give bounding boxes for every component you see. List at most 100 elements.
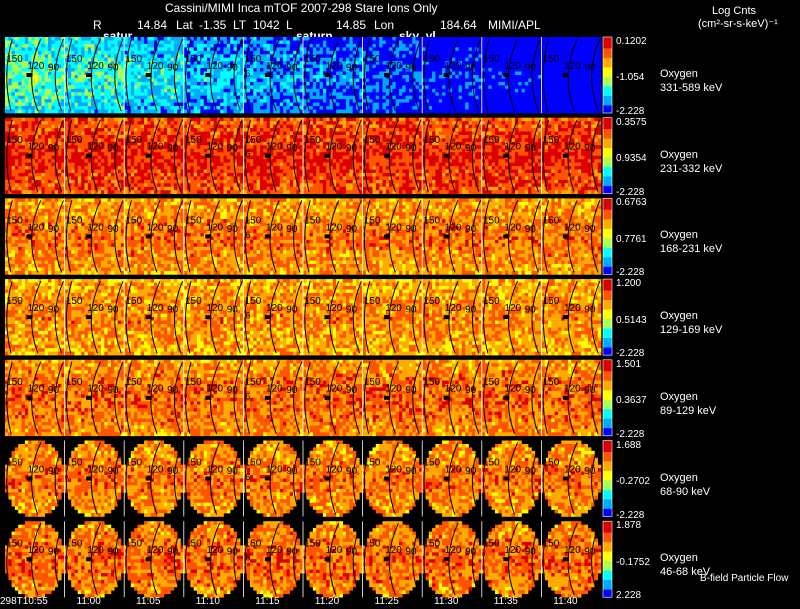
heatmap-cell: [439, 68, 443, 72]
heatmap-cell: [167, 121, 171, 125]
heatmap-panel: 150120 90: [65, 118, 125, 194]
heatmap-cell: [283, 85, 287, 89]
heatmap-cell: [81, 145, 85, 149]
heatmap-cell: [475, 85, 479, 89]
heatmap-cell: [131, 103, 135, 107]
heatmap-cell: [164, 103, 168, 107]
heatmap-cell: [98, 159, 102, 163]
heatmap-cell: [383, 106, 387, 110]
heatmap-cell: [220, 47, 224, 51]
heatmap-cell: [594, 96, 598, 100]
heatmap-cell: [104, 82, 108, 86]
heatmap-cell: [8, 110, 12, 114]
heatmap-cell: [85, 173, 89, 177]
heatmap-cell: [472, 44, 476, 48]
heatmap-cell: [336, 106, 340, 110]
heatmap-cell: [78, 41, 82, 45]
heatmap-cell: [184, 106, 188, 110]
heatmap-cell: [38, 176, 42, 180]
heatmap-cell: [111, 159, 115, 163]
heatmap-cell: [469, 92, 473, 96]
heatmap-cell: [28, 54, 32, 58]
heatmap-cell: [435, 82, 439, 86]
heatmap-cell: [25, 37, 29, 41]
heatmap-cell: [94, 85, 98, 89]
heatmap-cell: [12, 106, 16, 110]
heatmap-cell: [41, 51, 45, 55]
heatmap-cell: [316, 37, 320, 41]
heatmap-cell: [227, 37, 231, 41]
heatmap-cell: [48, 170, 52, 174]
heatmap-cell: [12, 125, 16, 129]
heatmap-cell: [41, 121, 45, 125]
heatmap-cell: [32, 190, 36, 194]
heatmap-cell: [320, 75, 324, 79]
heatmap-cell: [85, 79, 89, 83]
heatmap-cell: [98, 183, 102, 187]
heatmap-cell: [28, 176, 32, 180]
heatmap-cell: [462, 41, 466, 45]
heatmap-cell: [230, 96, 234, 100]
heatmap-cell: [224, 89, 228, 93]
heatmap-cell: [326, 47, 330, 51]
heatmap-cell: [51, 176, 55, 180]
heatmap-cell: [227, 44, 231, 48]
heatmap-cell: [399, 51, 403, 55]
heatmap-cell: [200, 110, 204, 114]
heatmap-cell: [12, 82, 16, 86]
heatmap-cell: [171, 125, 175, 129]
heatmap-cell: [118, 82, 122, 86]
heatmap-cell: [469, 44, 473, 48]
heatmap-cell: [326, 85, 330, 89]
heatmap-cell: [505, 47, 509, 51]
heatmap-cell: [41, 125, 45, 129]
heatmap-cell: [273, 92, 277, 96]
heatmap-cell: [472, 103, 476, 107]
heatmap-cell: [578, 99, 582, 103]
heatmap-cell: [204, 47, 208, 51]
heatmap-cell: [38, 163, 42, 167]
heatmap-cell: [260, 92, 264, 96]
heatmap-cell: [330, 47, 334, 51]
heatmap-cell: [548, 103, 552, 107]
heatmap-cell: [25, 106, 29, 110]
heatmap-cell: [575, 110, 579, 114]
contour-label: 120: [147, 61, 164, 72]
heatmap-cell: [51, 44, 55, 48]
heatmap-cell: [522, 41, 526, 45]
heatmap-cell: [144, 99, 148, 103]
heatmap-cell: [465, 89, 469, 93]
heatmap-cell: [214, 75, 218, 79]
heatmap-cell: [286, 37, 290, 41]
heatmap-cell: [108, 159, 112, 163]
heatmap-cell: [452, 75, 456, 79]
heatmap-cell: [366, 92, 370, 96]
heatmap-cell: [108, 132, 112, 136]
heatmap-cell: [98, 110, 102, 114]
heatmap-cell: [522, 106, 526, 110]
heatmap-cell: [8, 190, 12, 194]
heatmap-cell: [38, 173, 42, 177]
heatmap-cell: [111, 156, 115, 160]
heatmap-cell: [336, 89, 340, 93]
heatmap-cell: [429, 44, 433, 48]
heatmap-cell: [75, 118, 79, 122]
heatmap-cell: [313, 106, 317, 110]
heatmap-cell: [495, 103, 499, 107]
heatmap-cell: [416, 75, 420, 79]
heatmap-cell: [455, 51, 459, 55]
heatmap-cell: [293, 41, 297, 45]
heatmap-cell: [32, 118, 36, 122]
heatmap-cell: [88, 85, 92, 89]
heatmap-cell: [532, 106, 536, 110]
heatmap-cell: [35, 89, 39, 93]
heatmap-cell: [75, 79, 79, 83]
heatmap-cell: [78, 103, 82, 107]
heatmap-cell: [498, 41, 502, 45]
heatmap-cell: [75, 121, 79, 125]
heatmap-cell: [75, 47, 79, 51]
heatmap-cell: [88, 183, 92, 187]
heatmap-cell: [151, 51, 155, 55]
heatmap-cell: [402, 103, 406, 107]
heatmap-cell: [535, 79, 539, 83]
